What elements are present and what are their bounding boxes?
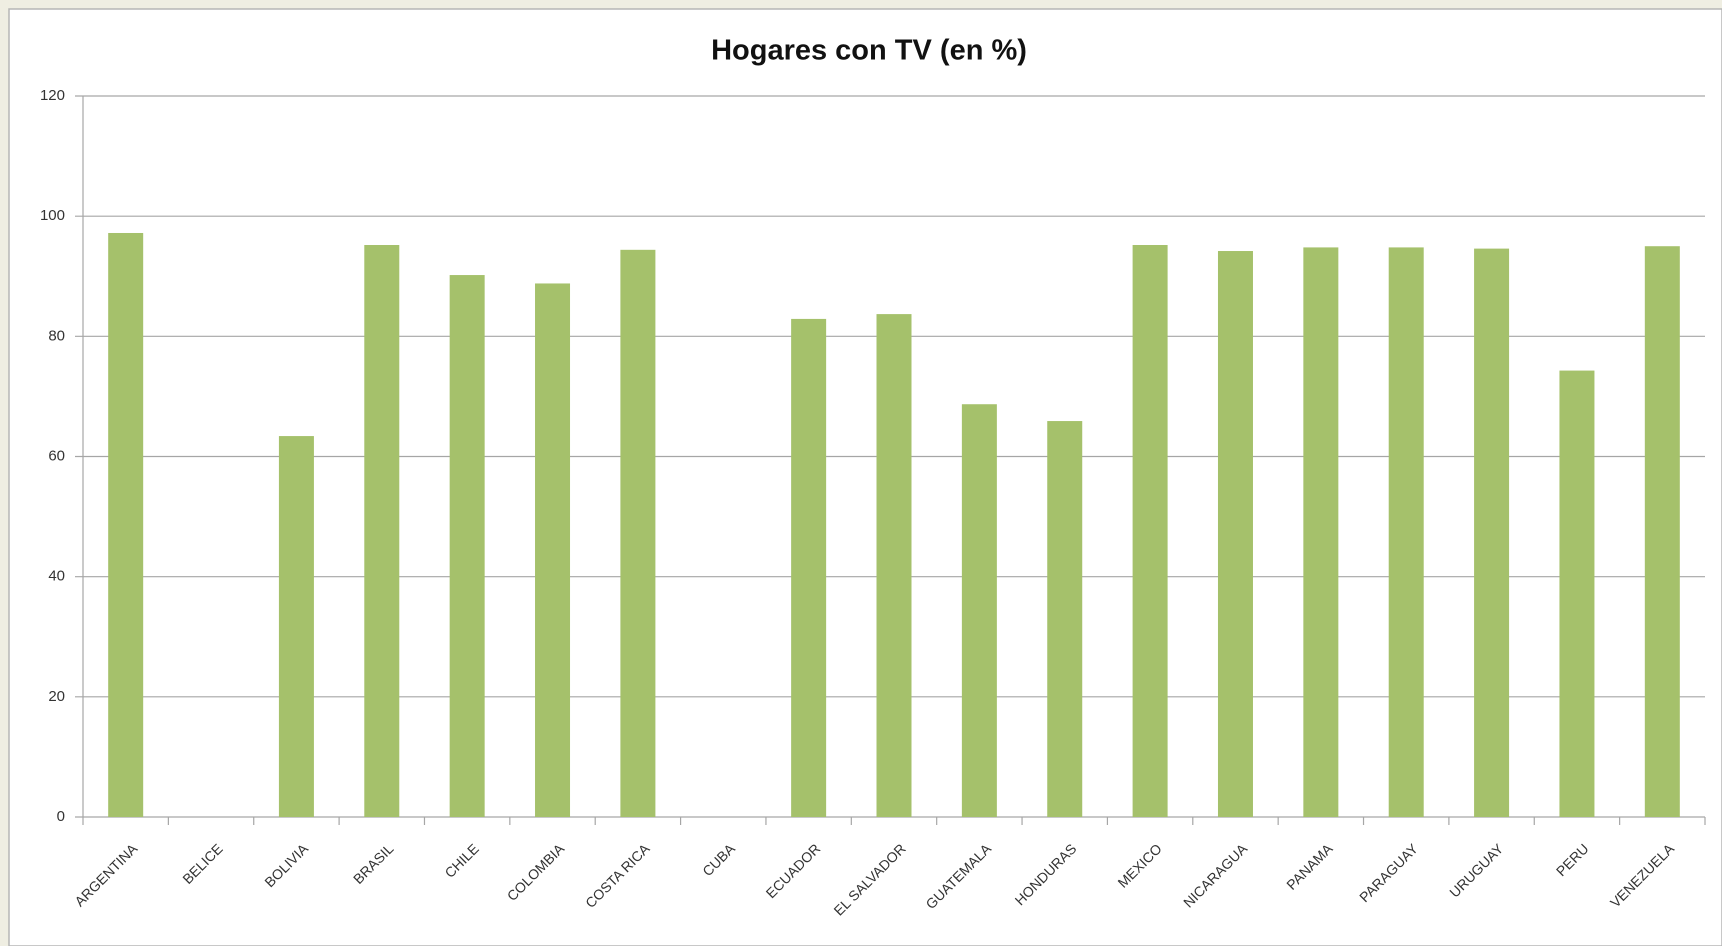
y-tick-label: 60 bbox=[48, 447, 65, 464]
bar bbox=[1644, 246, 1680, 818]
bar bbox=[620, 249, 656, 817]
bar bbox=[108, 232, 144, 818]
y-tick-label: 20 bbox=[48, 688, 65, 705]
bar bbox=[876, 314, 912, 817]
bar bbox=[1217, 251, 1253, 817]
bar bbox=[278, 436, 314, 817]
chart-title: Hogares con TV (en %) bbox=[711, 35, 1027, 67]
bar bbox=[1303, 247, 1339, 817]
chart-panel bbox=[8, 8, 1722, 946]
bar bbox=[364, 245, 400, 818]
bar bbox=[1388, 247, 1424, 817]
bar bbox=[449, 275, 485, 817]
bar bbox=[1132, 245, 1168, 818]
bar bbox=[961, 404, 997, 817]
bar bbox=[791, 318, 827, 817]
y-tick-label: 120 bbox=[40, 87, 65, 104]
bar bbox=[1559, 370, 1595, 817]
bar bbox=[1474, 248, 1510, 817]
bar bbox=[1047, 421, 1083, 817]
y-tick-label: 40 bbox=[48, 568, 65, 585]
y-tick-label: 100 bbox=[40, 207, 65, 224]
bar bbox=[535, 283, 571, 818]
y-tick-label: 0 bbox=[57, 808, 65, 825]
y-tick-label: 80 bbox=[48, 327, 65, 344]
